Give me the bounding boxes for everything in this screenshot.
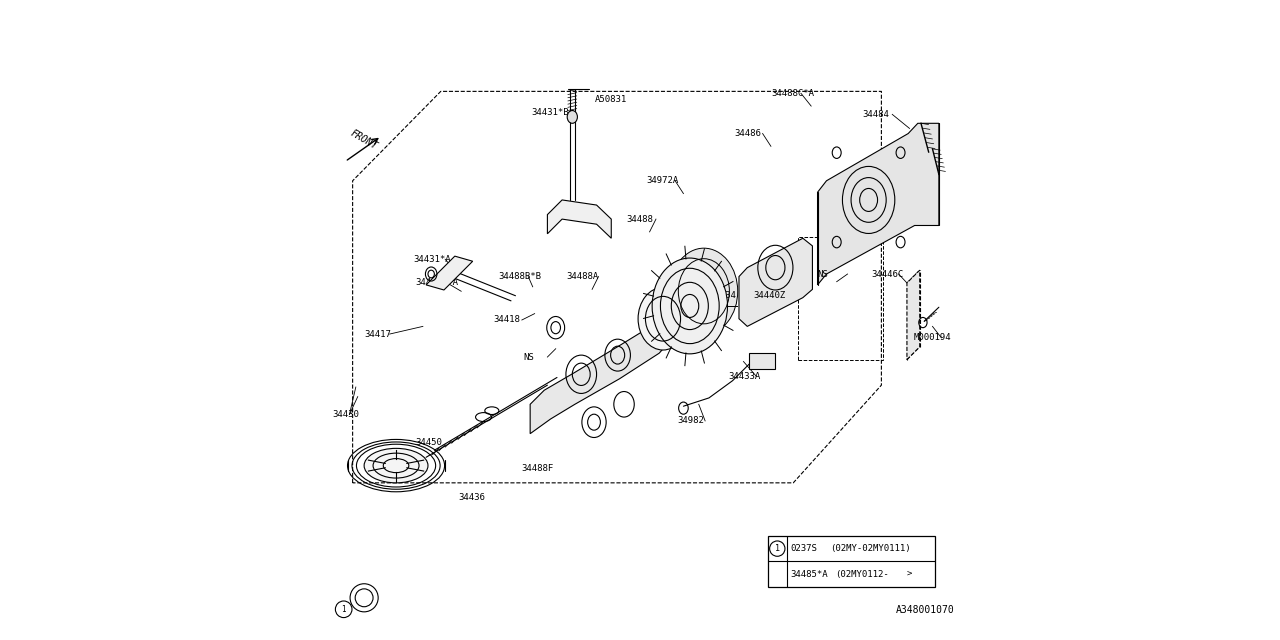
Text: NS: NS (818, 269, 828, 278)
Text: 34488B*A: 34488B*A (415, 278, 458, 287)
Text: 34484: 34484 (863, 110, 890, 119)
Text: A348001070: A348001070 (896, 605, 954, 615)
Text: 34488B*B: 34488B*B (498, 272, 541, 281)
Text: 34431*A: 34431*A (413, 255, 451, 264)
Text: >: > (908, 570, 913, 579)
Text: 34440Z: 34440Z (754, 291, 786, 300)
Polygon shape (426, 256, 472, 290)
Text: A50831: A50831 (595, 95, 627, 104)
Bar (799, 237, 883, 360)
Text: NS: NS (524, 353, 535, 362)
Text: 1: 1 (342, 605, 346, 614)
Text: 34436: 34436 (458, 493, 485, 502)
Polygon shape (739, 238, 813, 326)
Text: 34431*B: 34431*B (531, 108, 570, 117)
Text: 34972A: 34972A (646, 176, 678, 186)
Text: 34434: 34434 (709, 291, 736, 300)
Text: (02MY-02MY0111): (02MY-02MY0111) (831, 544, 911, 553)
Ellipse shape (652, 258, 727, 354)
Polygon shape (818, 124, 938, 285)
Ellipse shape (567, 111, 577, 124)
Text: 34446C: 34446C (872, 269, 904, 278)
Text: 34450: 34450 (415, 438, 442, 447)
Text: 34488C*A: 34488C*A (771, 89, 814, 98)
Ellipse shape (669, 248, 737, 334)
Text: 34485*A: 34485*A (791, 570, 828, 579)
Text: 34418: 34418 (493, 316, 520, 324)
Text: 1: 1 (774, 544, 780, 553)
Text: 34417: 34417 (364, 330, 390, 339)
Polygon shape (908, 270, 920, 360)
Text: 34488F: 34488F (522, 463, 554, 473)
Text: 34433A: 34433A (728, 372, 760, 381)
Text: (02MY0112-: (02MY0112- (835, 570, 888, 579)
Ellipse shape (364, 449, 428, 483)
Ellipse shape (639, 287, 687, 350)
Text: 34488A: 34488A (567, 272, 599, 281)
Text: 34486: 34486 (735, 129, 762, 138)
Text: 34430: 34430 (333, 410, 360, 419)
Bar (749, 353, 776, 369)
Text: 0237S: 0237S (791, 544, 818, 553)
Bar (768, 536, 934, 587)
Polygon shape (548, 200, 612, 238)
Text: 34982: 34982 (677, 417, 704, 426)
Text: 34488: 34488 (626, 214, 653, 223)
Text: FRONT: FRONT (349, 128, 379, 152)
Text: M000194: M000194 (914, 333, 951, 342)
Polygon shape (530, 308, 671, 434)
